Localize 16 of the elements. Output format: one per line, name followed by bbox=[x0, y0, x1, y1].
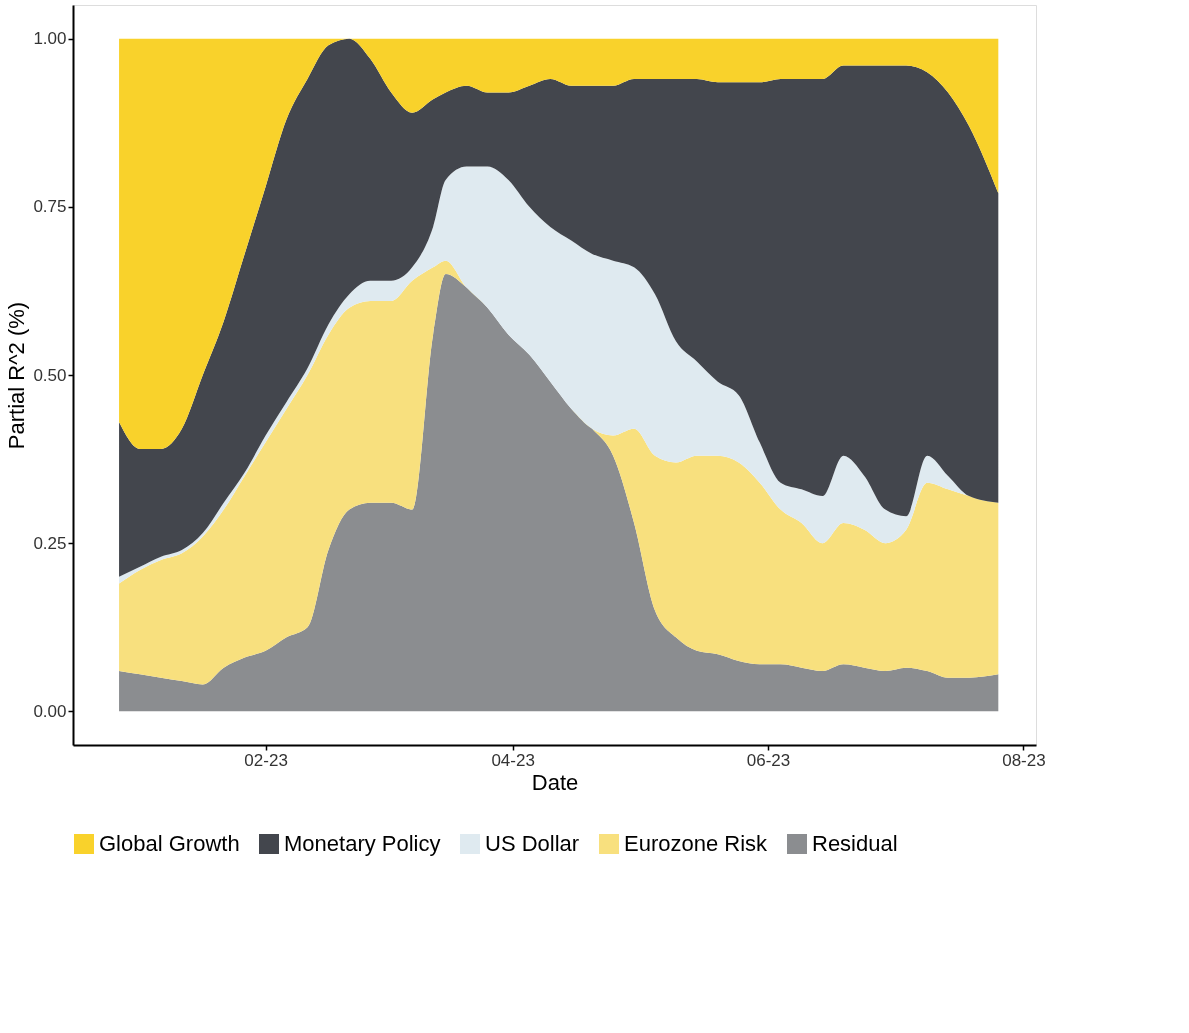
y-tick-label: 0.00 bbox=[33, 701, 67, 721]
x-axis-title: Date bbox=[531, 769, 579, 795]
x-tick-label: 02-23 bbox=[244, 750, 288, 770]
y-tick-label: 1.00 bbox=[33, 29, 67, 49]
y-tick-label: 0.75 bbox=[33, 197, 67, 217]
y-tick-label: 0.50 bbox=[33, 365, 67, 385]
legend-label: Global Growth bbox=[99, 831, 240, 856]
x-tick-label: 08-23 bbox=[1002, 750, 1046, 770]
x-tick-label: 04-23 bbox=[491, 750, 535, 770]
legend-label: Residual bbox=[812, 831, 898, 856]
x-tick-label: 06-23 bbox=[746, 750, 791, 770]
legend-label: US Dollar bbox=[485, 831, 580, 856]
legend-label: Monetary Policy bbox=[284, 831, 441, 856]
y-tick-label: 0.25 bbox=[33, 533, 67, 553]
y-axis-title: Partial R^2 (%) bbox=[4, 301, 30, 450]
legend-label: Eurozone Risk bbox=[624, 831, 769, 856]
